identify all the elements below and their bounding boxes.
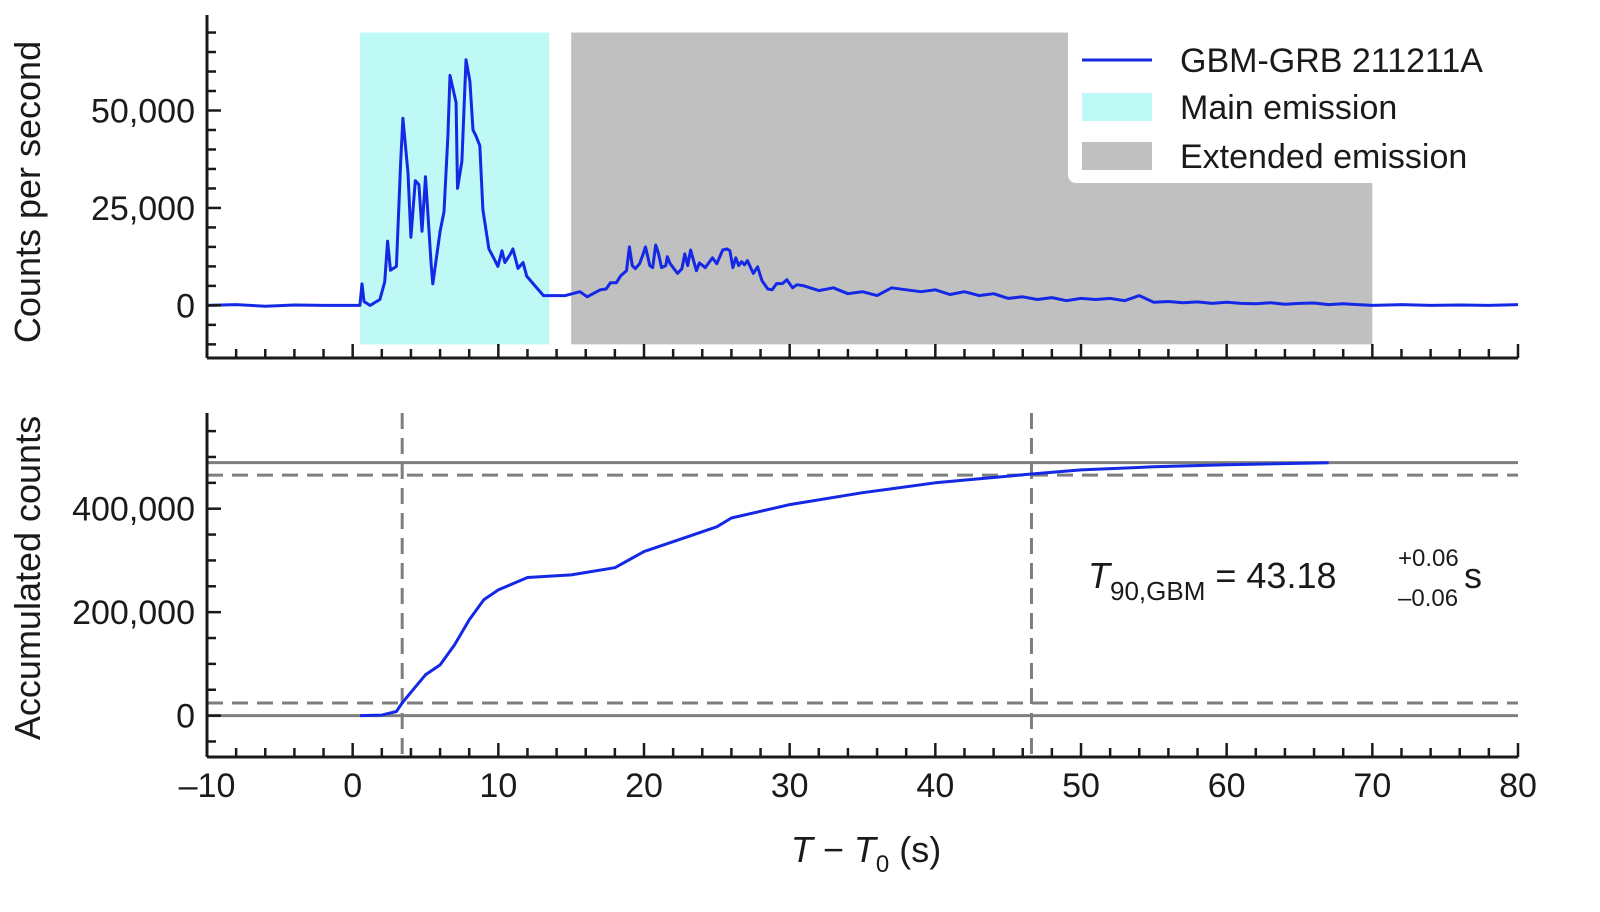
- annotation-upper-error: +0.06: [1398, 545, 1459, 572]
- light-curve-line: [206, 58, 1519, 308]
- main-emission-region: [359, 32, 550, 345]
- annotation-value: = 43.18: [1205, 555, 1336, 596]
- annotation-unit: s: [1464, 555, 1482, 596]
- x-label-t0: T: [854, 829, 879, 870]
- x-tick-label: 50: [1062, 767, 1100, 805]
- svg-text:T90,GBM = 43.18: T90,GBM = 43.18: [1088, 555, 1337, 606]
- legend-label: GBM-GRB 211211A: [1180, 42, 1483, 80]
- y-tick-label: 0: [176, 287, 195, 325]
- legend-box: [1068, 25, 1548, 183]
- accumulated-counts-line: [359, 461, 1329, 718]
- x-tick-label: –10: [179, 767, 236, 805]
- y-tick-label: 200,000: [72, 594, 195, 632]
- annotation-subscript: 90,GBM: [1110, 576, 1205, 606]
- top-y-axis-label: Counts per second: [7, 41, 48, 343]
- legend-label: Extended emission: [1180, 138, 1467, 176]
- y-tick-label: 50,000: [91, 92, 195, 130]
- counts-per-second-panel: GBM-GRB 211211A Main emission Extended emi…: [91, 15, 1548, 360]
- x-tick-label: 70: [1353, 767, 1391, 805]
- annotation-t: T: [1088, 555, 1113, 596]
- x-tick-label: 20: [625, 767, 663, 805]
- x-label-minus: −: [813, 829, 854, 870]
- accumulated-counts-panel: 0 200,000 400,000 –10 0 10 20 30 40 50 60 70 80: [72, 413, 1537, 805]
- x-label-t: T: [791, 829, 816, 870]
- annotation-lower-error: –0.06: [1398, 585, 1458, 612]
- bottom-y-axis-label: Accumulated counts: [7, 416, 48, 740]
- x-label-sub0: 0: [876, 851, 889, 878]
- x-tick-label: 30: [771, 767, 809, 805]
- legend-label: Main emission: [1180, 89, 1397, 127]
- x-tick-label: 0: [343, 767, 362, 805]
- legend-patch-swatch: [1082, 142, 1152, 170]
- x-label-unit: (s): [889, 829, 941, 870]
- y-tick-label: 0: [176, 698, 195, 736]
- t90-annotation: T90,GBM = 43.18 +0.06 –0.06 s: [1088, 545, 1482, 612]
- x-tick-label: 80: [1499, 767, 1537, 805]
- y-tick-label: 25,000: [91, 190, 195, 228]
- x-tick-label: 10: [479, 767, 517, 805]
- legend: GBM-GRB 211211A Main emission Extended emi…: [1068, 25, 1548, 183]
- x-tick-label: 60: [1208, 767, 1246, 805]
- x-axis-label: T − T0 (s): [791, 829, 941, 878]
- x-tick-label: 40: [916, 767, 954, 805]
- legend-patch-swatch: [1082, 93, 1152, 121]
- y-tick-label: 400,000: [72, 491, 195, 529]
